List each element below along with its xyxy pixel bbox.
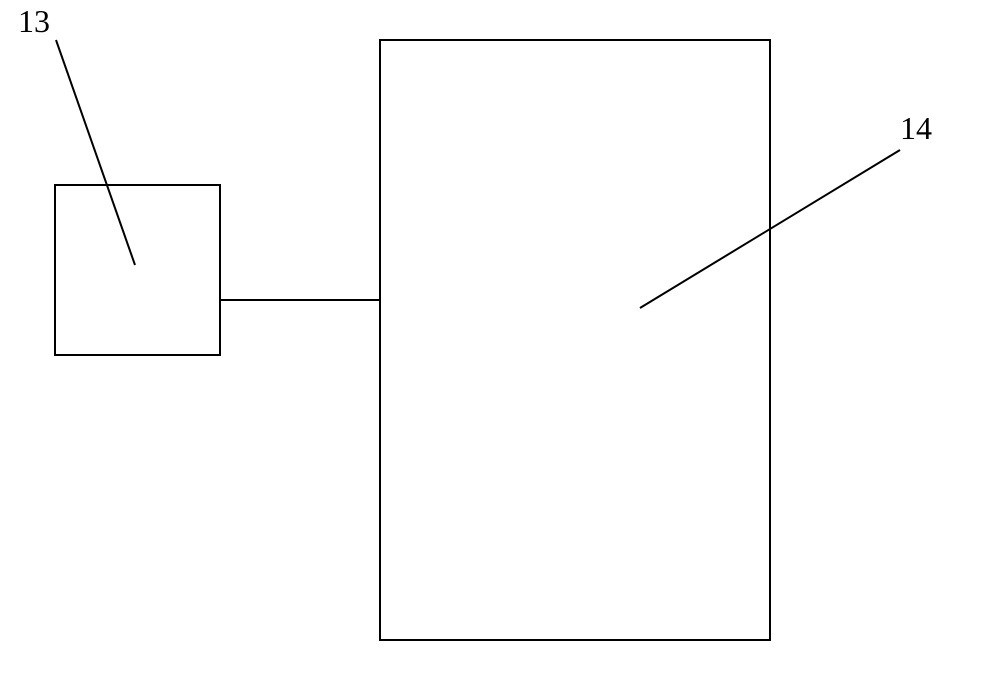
- large-box: [380, 40, 770, 640]
- diagram-canvas: [0, 0, 1000, 688]
- small-box: [55, 185, 220, 355]
- label-14-text: 14: [900, 110, 932, 146]
- leader-line-13: [56, 40, 135, 265]
- label-14: 14: [900, 110, 932, 147]
- label-13-text: 13: [18, 3, 50, 39]
- label-13: 13: [18, 3, 50, 40]
